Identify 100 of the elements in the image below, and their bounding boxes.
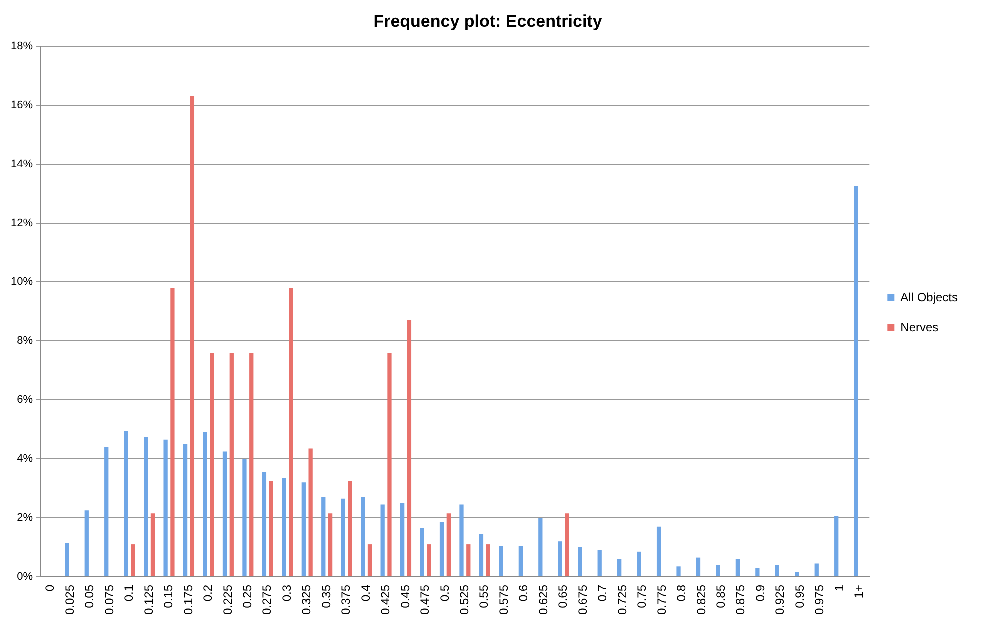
- bar: [486, 544, 490, 576]
- bar: [170, 288, 175, 576]
- y-tick-label: 12%: [10, 217, 34, 230]
- bar: [440, 522, 444, 576]
- y-tick-label: 14%: [10, 158, 34, 170]
- bar: [269, 481, 274, 576]
- bar: [348, 481, 352, 576]
- x-tick-label: 0.45: [398, 584, 412, 608]
- bar: [144, 436, 148, 576]
- bar: [854, 186, 858, 576]
- bar: [250, 352, 254, 576]
- x-tick-label: 0.25: [240, 584, 254, 608]
- bar: [183, 444, 188, 576]
- bar: [558, 542, 562, 576]
- x-tick-label: 1: [832, 584, 846, 592]
- x-tick-label: 0.7: [596, 584, 610, 602]
- bar: [341, 498, 346, 576]
- bar: [578, 547, 582, 576]
- x-tick-label: 0.375: [339, 584, 354, 615]
- bar: [736, 559, 740, 576]
- bar: [190, 96, 195, 576]
- bar: [656, 526, 662, 576]
- x-tick-label: 0.65: [556, 584, 570, 608]
- x-tick-label: 0.925: [773, 584, 788, 615]
- x-tick-label: 0.675: [576, 584, 590, 615]
- bar: [322, 497, 326, 576]
- y-tick-label: 18%: [10, 40, 34, 52]
- bar: [222, 452, 228, 576]
- bar: [308, 448, 313, 576]
- bar: [203, 432, 208, 576]
- x-tick-label: 0.025: [62, 584, 77, 615]
- chart-title: Frequency plot: Eccentricity: [374, 12, 603, 31]
- x-tick-label: 0.6: [516, 584, 531, 602]
- x-tick-label: 0.2: [201, 584, 216, 602]
- bar: [104, 447, 109, 576]
- x-tick-label: 0.275: [260, 584, 274, 615]
- x-tick-label: 0.1: [122, 584, 136, 602]
- bar: [210, 352, 214, 576]
- x-tick-label: 0.475: [418, 584, 432, 615]
- x-tick-label: 0.775: [654, 584, 669, 615]
- x-tick-label: 0.35: [319, 584, 334, 608]
- x-tick-label: 1+: [852, 584, 866, 599]
- x-tick-label: 0.075: [102, 584, 116, 615]
- x-tick-label: 0.875: [734, 584, 748, 615]
- x-tick-label: 0.575: [496, 584, 511, 615]
- legend-label: All Objects: [900, 290, 958, 304]
- bar: [302, 482, 306, 576]
- y-tick-label: 10%: [10, 276, 34, 288]
- x-tick-label: 0.95: [792, 584, 807, 608]
- x-tick-label: 0: [43, 584, 58, 592]
- bar: [637, 552, 642, 576]
- x-tick-label: 0.725: [615, 584, 630, 615]
- y-tick-label: 2%: [17, 512, 34, 524]
- bar: [400, 503, 405, 576]
- y-tick-label: 4%: [17, 453, 34, 466]
- x-tick-label: 0.3: [280, 584, 294, 602]
- x-tick-label: 0.825: [694, 584, 708, 615]
- bar: [565, 514, 570, 576]
- bar: [289, 288, 294, 576]
- bar: [262, 472, 267, 576]
- y-tick-label: 16%: [10, 99, 34, 112]
- x-tick-label: 0.05: [82, 584, 97, 608]
- bar: [124, 431, 128, 576]
- bar: [65, 543, 70, 576]
- bar: [361, 497, 366, 576]
- bar: [230, 352, 234, 576]
- legend-label: Nerves: [900, 320, 939, 334]
- bar: [716, 565, 720, 576]
- bar: [328, 514, 333, 576]
- bar: [834, 516, 839, 576]
- bar: [446, 514, 451, 576]
- bar: [150, 514, 156, 576]
- bar: [407, 320, 412, 576]
- bar: [388, 352, 392, 576]
- bar: [466, 544, 471, 576]
- bar: [282, 478, 286, 576]
- x-tick-label: 0.225: [220, 584, 235, 615]
- y-tick-label: 0%: [17, 571, 34, 583]
- bar: [814, 564, 819, 576]
- x-tick-label: 0.125: [142, 584, 156, 615]
- bar: [499, 546, 504, 576]
- x-tick-label: 0.55: [477, 584, 492, 608]
- bar: [84, 510, 89, 576]
- x-tick-label: 0.625: [536, 584, 550, 615]
- x-tick-label: 0.75: [635, 584, 650, 608]
- bar: [420, 528, 424, 576]
- x-tick-label: 0.5: [438, 584, 452, 602]
- bar: [460, 504, 464, 576]
- x-tick-label: 0.525: [458, 584, 472, 615]
- x-tick-label: 0.8: [674, 584, 689, 602]
- x-tick-label: 0.975: [812, 584, 827, 615]
- x-tick-label: 0.15: [162, 584, 176, 608]
- bar: [775, 565, 780, 576]
- bar: [618, 559, 622, 576]
- x-tick-label: 0.9: [753, 584, 768, 602]
- bar: [696, 558, 701, 576]
- bar: [368, 544, 372, 576]
- bar: [427, 544, 432, 576]
- y-tick-label: 6%: [17, 394, 34, 406]
- bar: [380, 504, 385, 576]
